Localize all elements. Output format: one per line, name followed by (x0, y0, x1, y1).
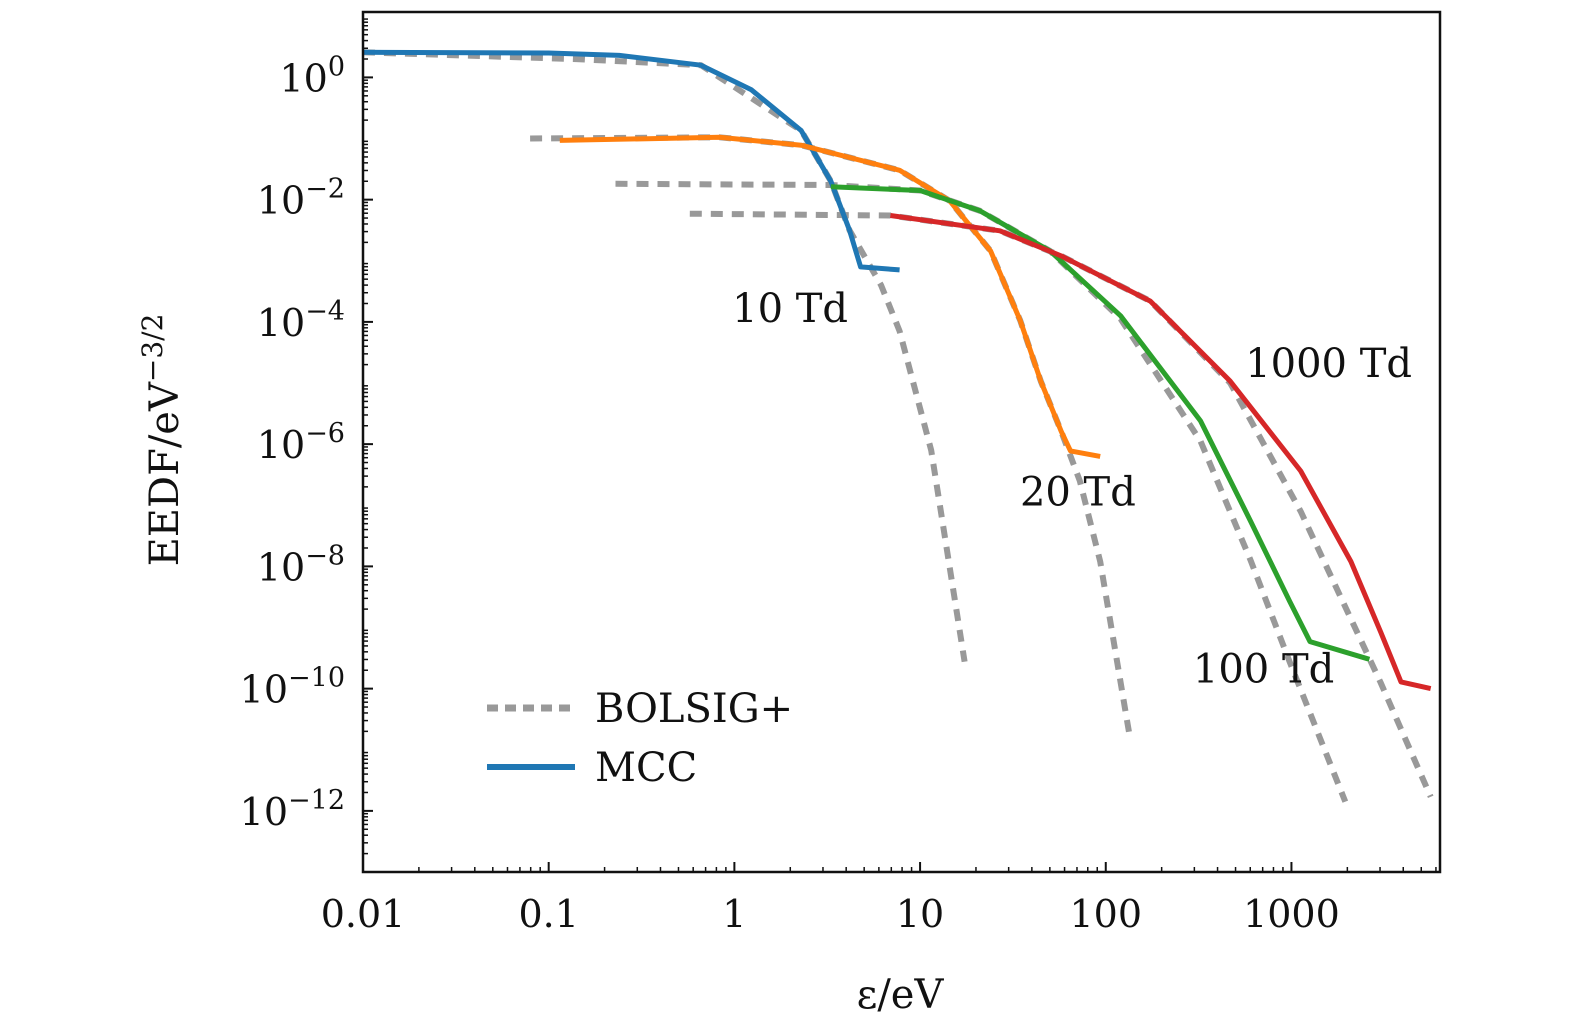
y-tick-exp: −2 (305, 174, 345, 205)
legend-bolsig-label: BOLSIG+ (595, 686, 793, 732)
y-tick-exp: −4 (305, 296, 345, 327)
series-line-bolsig-10-td (362, 49, 968, 663)
y-tick-label: 10−4 (257, 296, 345, 345)
x-tick-label: 10 (896, 892, 944, 936)
x-tick-label: 0.01 (321, 892, 406, 936)
annotation-label: 100 Td (1193, 647, 1334, 693)
y-tick-exp: −8 (305, 540, 345, 571)
y-tick-exp: −12 (288, 785, 345, 816)
annotation-label: 1000 Td (1245, 341, 1412, 387)
series-layer (362, 49, 1434, 803)
series-line-mcc-1000-td (890, 213, 1432, 692)
y-tick-base: 10 (257, 545, 305, 589)
y-tick-base: 10 (257, 301, 305, 345)
y-tick-exp: 0 (328, 51, 345, 82)
y-tick-label: 10−8 (257, 540, 345, 589)
y-tick-label: 10−12 (240, 785, 345, 834)
x-tick-label: 1 (722, 892, 746, 936)
y-tick-base: 10 (240, 790, 288, 834)
annotation-label: 10 Td (732, 286, 848, 332)
annotation-label: 20 Td (1020, 469, 1136, 515)
y-tick-base: 10 (240, 668, 288, 712)
legend: BOLSIG+ MCC (487, 686, 793, 791)
y-axis-label-base: EEDF/eV (142, 381, 188, 566)
y-tick-label: 10−10 (240, 663, 345, 712)
series-line-mcc-100-td (830, 184, 1371, 662)
y-tick-base: 10 (257, 423, 305, 467)
y-tick-exp: −10 (288, 663, 345, 694)
series-line-bolsig-20-td (530, 134, 1133, 738)
y-axis-label-exp: −3/2 (136, 314, 169, 383)
y-tick-base: 10 (257, 179, 305, 223)
y-tick-label: 10−2 (257, 174, 345, 223)
ticks-layer: 0.01 0.1 1 10 100 100010010−210−410−610−810−1… (240, 18, 1437, 936)
x-tick-label: 100 (1069, 892, 1142, 936)
y-axis-label: EEDF/eV−3/2 (136, 314, 188, 567)
legend-mcc-label: MCC (595, 745, 697, 791)
series-line-mcc-20-td (559, 134, 1101, 459)
y-tick-exp: −6 (305, 418, 345, 449)
x-tick-label: 0.1 (518, 892, 578, 936)
y-tick-label: 10−6 (257, 418, 345, 467)
x-tick-label: 1000 (1243, 892, 1340, 936)
y-tick-label: 100 (279, 51, 345, 100)
series-line-mcc-10-td (362, 49, 900, 273)
x-axis-label: ε/eV (857, 972, 945, 1018)
y-tick-base: 10 (279, 56, 327, 100)
annotations: 10 Td 20 Td 100 Td 1000 Td (732, 286, 1412, 693)
